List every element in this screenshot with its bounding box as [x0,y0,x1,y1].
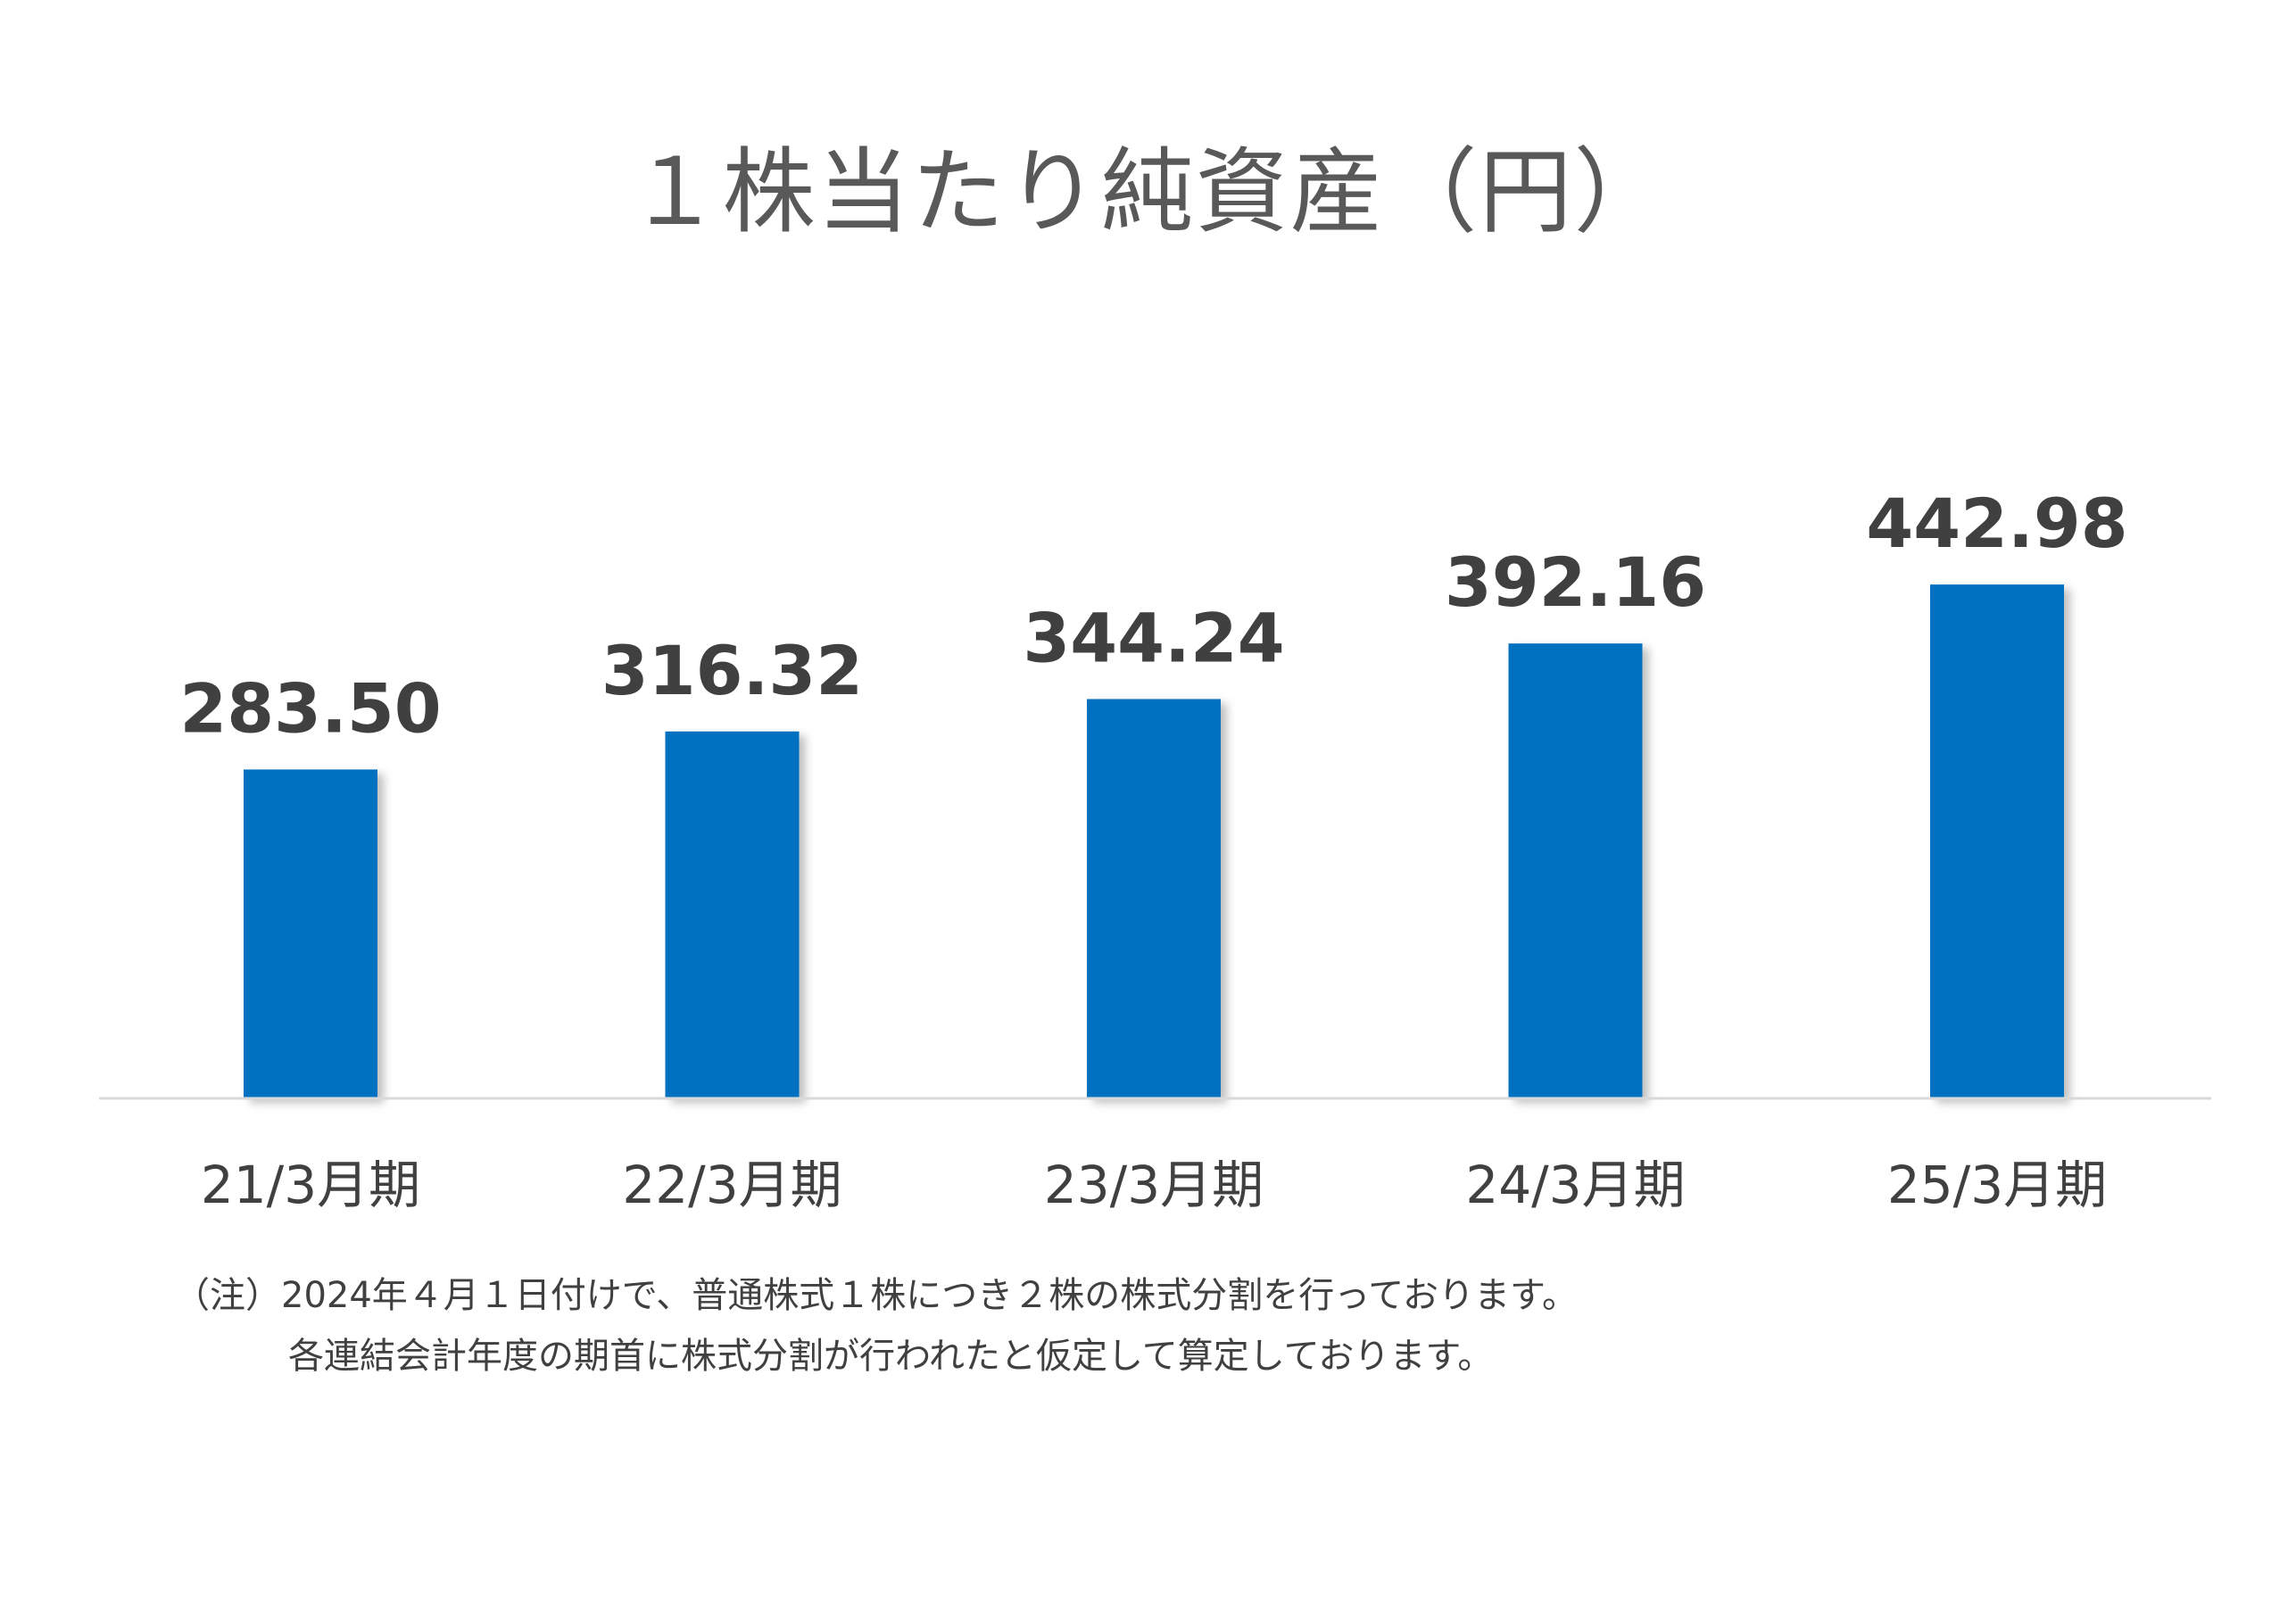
category-label-3: 23/3月期 [1044,1155,1264,1215]
category-label-1: 21/3月期 [201,1155,420,1215]
category-label-5: 25/3月期 [1887,1155,2107,1215]
bar-2 [665,731,800,1098]
footnote-line-1: （注）2024年４月１日付けで、普通株式１株につき２株の株式分割を行っております… [174,1275,1578,1316]
footnote: （注）2024年４月１日付けで、普通株式１株につき２株の株式分割を行っております… [174,1265,1578,1387]
bar-value-label-4: 392.16 [1445,542,1706,622]
bar-value-label-3: 344.24 [1023,598,1284,677]
bar-3 [1087,699,1221,1098]
bar-5 [1930,584,2064,1098]
bar-value-label-5: 442.98 [1866,484,2127,563]
category-label-4: 24/3月期 [1465,1155,1685,1215]
bar-value-label-2: 316.32 [601,631,863,710]
bar-1 [244,769,377,1098]
footnote-line-2: 各連結会計年度の期首に株式分割が行われたと仮定して算定しております。 [288,1336,1494,1377]
chart-title: １株当たり純資産（円） [627,137,1669,246]
bar-4 [1508,643,1643,1098]
category-label-2: 22/3月期 [622,1155,841,1215]
bar-value-label-1: 283.50 [179,668,441,748]
